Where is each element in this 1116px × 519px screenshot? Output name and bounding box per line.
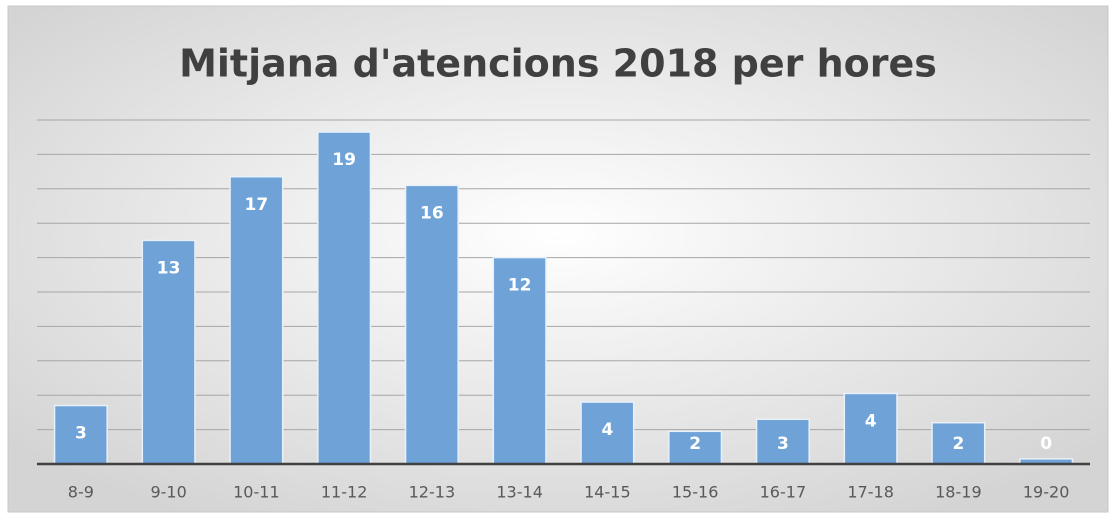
- data-label: 2: [689, 434, 701, 454]
- x-tick-label: 14-15: [584, 483, 631, 502]
- data-label: 17: [245, 195, 269, 215]
- chart-title: Mitjana d'atencions 2018 per hores: [179, 42, 937, 86]
- bar: [580, 401, 635, 465]
- bar: [931, 421, 986, 465]
- bar: [492, 256, 547, 465]
- x-tick-label: 16-17: [760, 483, 807, 502]
- x-tick-label: 15-16: [672, 483, 719, 502]
- data-label: 2: [952, 434, 964, 454]
- data-label: 3: [777, 434, 789, 454]
- data-label: 16: [420, 203, 444, 223]
- data-label: 0: [1040, 434, 1052, 454]
- bar: [668, 430, 723, 465]
- data-label: 19: [332, 150, 356, 170]
- bar: [229, 176, 284, 465]
- data-label: 4: [865, 411, 877, 431]
- bar: [53, 404, 108, 465]
- x-tick-label: 13-14: [496, 483, 543, 502]
- x-tick-label: 19-20: [1023, 483, 1070, 502]
- bar: [404, 184, 459, 465]
- x-tick-label: 17-18: [847, 483, 894, 502]
- x-tick-label: 18-19: [935, 483, 982, 502]
- x-tick-label: 12-13: [409, 483, 456, 502]
- x-tick-label: 11-12: [321, 483, 368, 502]
- x-tick-label: 8-9: [68, 483, 94, 502]
- x-tick-label: 9-10: [150, 483, 186, 502]
- x-tick-label: 10-11: [233, 483, 280, 502]
- data-label: 13: [157, 258, 181, 278]
- bar: [317, 131, 372, 465]
- data-label: 4: [601, 420, 613, 440]
- data-label: 3: [75, 424, 87, 444]
- bar: [755, 418, 810, 465]
- data-label: 12: [508, 276, 532, 296]
